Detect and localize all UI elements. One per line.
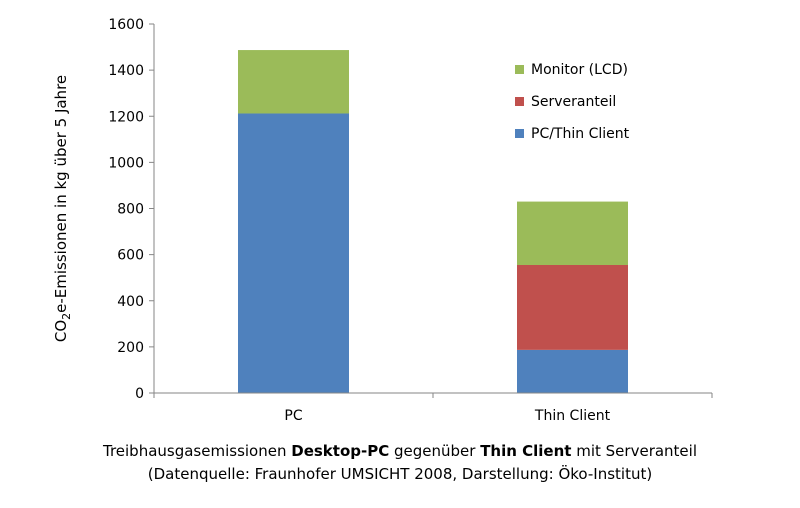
chart-caption-line-2: (Datenquelle: Fraunhofer UMSICHT 2008, D… bbox=[147, 465, 653, 483]
y-tick-label: 1000 bbox=[108, 155, 144, 171]
y-axis-title: CO2e-Emissionen in kg über 5 Jahre bbox=[52, 75, 73, 342]
y-axis-label: CO2e-Emissionen in kg über 5 Jahre bbox=[52, 75, 73, 342]
legend-label: Serveranteil bbox=[531, 94, 616, 110]
legend-label: PC/Thin Client bbox=[531, 126, 630, 142]
caption-bold-desktop-pc: Desktop-PC bbox=[291, 442, 390, 460]
legend-swatch bbox=[515, 65, 524, 74]
bar-2-segment-3 bbox=[517, 201, 628, 266]
caption-text-1: Treibhausgasemissionen bbox=[102, 442, 292, 460]
y-tick-label: 1600 bbox=[108, 17, 144, 33]
caption-bold-thin-client: Thin Client bbox=[480, 442, 572, 460]
chart-marks bbox=[238, 50, 628, 394]
legend: Monitor (LCD) Serveranteil PC/Thin Client bbox=[515, 62, 630, 142]
y-tick-label: 800 bbox=[117, 202, 144, 218]
legend-label: Monitor (LCD) bbox=[531, 62, 628, 78]
y-tick-label: 1400 bbox=[108, 63, 144, 79]
bar-1-segment-3 bbox=[238, 50, 349, 114]
legend-swatch bbox=[515, 97, 524, 106]
bar-2-segment-1 bbox=[517, 349, 628, 393]
chart-caption-line-1: Treibhausgasemissionen Desktop-PC gegenü… bbox=[0, 440, 800, 463]
y-tick-label: 0 bbox=[135, 386, 144, 402]
chart-axes: PC Thin Client 0 200 400 600 800 1000 1200 1400 16… bbox=[108, 17, 713, 424]
chart: CO2e-Emissionen in kg über 5 Jahre PC Thi… bbox=[52, 17, 713, 424]
caption-text-2: gegenüber bbox=[389, 442, 481, 460]
bar-2-segment-2 bbox=[517, 265, 628, 350]
legend-swatch bbox=[515, 129, 524, 138]
y-tick-label: 600 bbox=[117, 248, 144, 264]
caption-text-3: mit Serveranteil bbox=[571, 442, 697, 460]
y-tick-label: 1200 bbox=[108, 109, 144, 125]
bar-1-segment-1 bbox=[238, 113, 349, 394]
x-tick-label: PC bbox=[284, 408, 302, 424]
y-tick-label: 400 bbox=[117, 294, 144, 310]
x-tick-label: Thin Client bbox=[534, 408, 611, 424]
y-tick-label: 200 bbox=[117, 340, 144, 356]
